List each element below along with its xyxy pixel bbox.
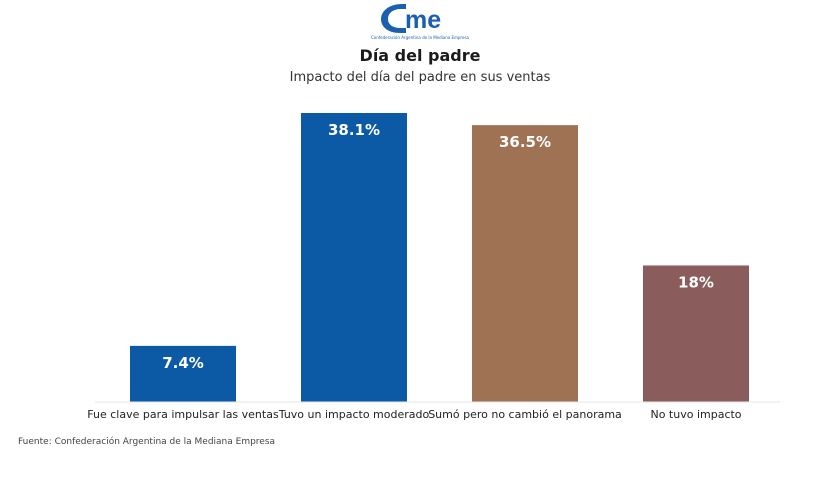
source-note: Fuente: Confederación Argentina de la Me… xyxy=(18,437,276,447)
bar-value-label-4: 18% xyxy=(678,273,714,291)
bar-1 xyxy=(130,345,236,402)
bar-4 xyxy=(643,265,749,402)
x-tick-label-4: No tuvo impacto xyxy=(650,408,741,421)
bar-2 xyxy=(301,113,407,402)
x-tick-labels: Fue clave para impulsar las ventas Tuvo u… xyxy=(87,408,742,421)
chart-title: Día del padre xyxy=(359,46,481,65)
x-tick-label-1: Fue clave para impulsar las ventas xyxy=(87,408,279,421)
x-tick-label-3: Sumó pero no cambió el panorama xyxy=(428,408,622,421)
bar-value-label-2: 38.1% xyxy=(328,121,380,139)
came-logo-mark: me xyxy=(381,4,441,34)
svg-text:me: me xyxy=(405,6,441,34)
bar-value-label-1: 7.4% xyxy=(162,354,204,372)
bar-3 xyxy=(472,125,578,403)
bar-value-label-3: 36.5% xyxy=(499,133,551,151)
bars-group: 7.4% 38.1% 36.5% 18% xyxy=(130,113,749,403)
chart-subtitle: Impacto del día del padre en sus ventas xyxy=(289,70,551,85)
came-logo: me Confederación Argentina de la Mediana… xyxy=(371,4,470,40)
x-tick-label-2: Tuvo un impacto moderado xyxy=(278,408,430,421)
came-logo-tagline: Confederación Argentina de la Mediana Em… xyxy=(371,35,470,40)
